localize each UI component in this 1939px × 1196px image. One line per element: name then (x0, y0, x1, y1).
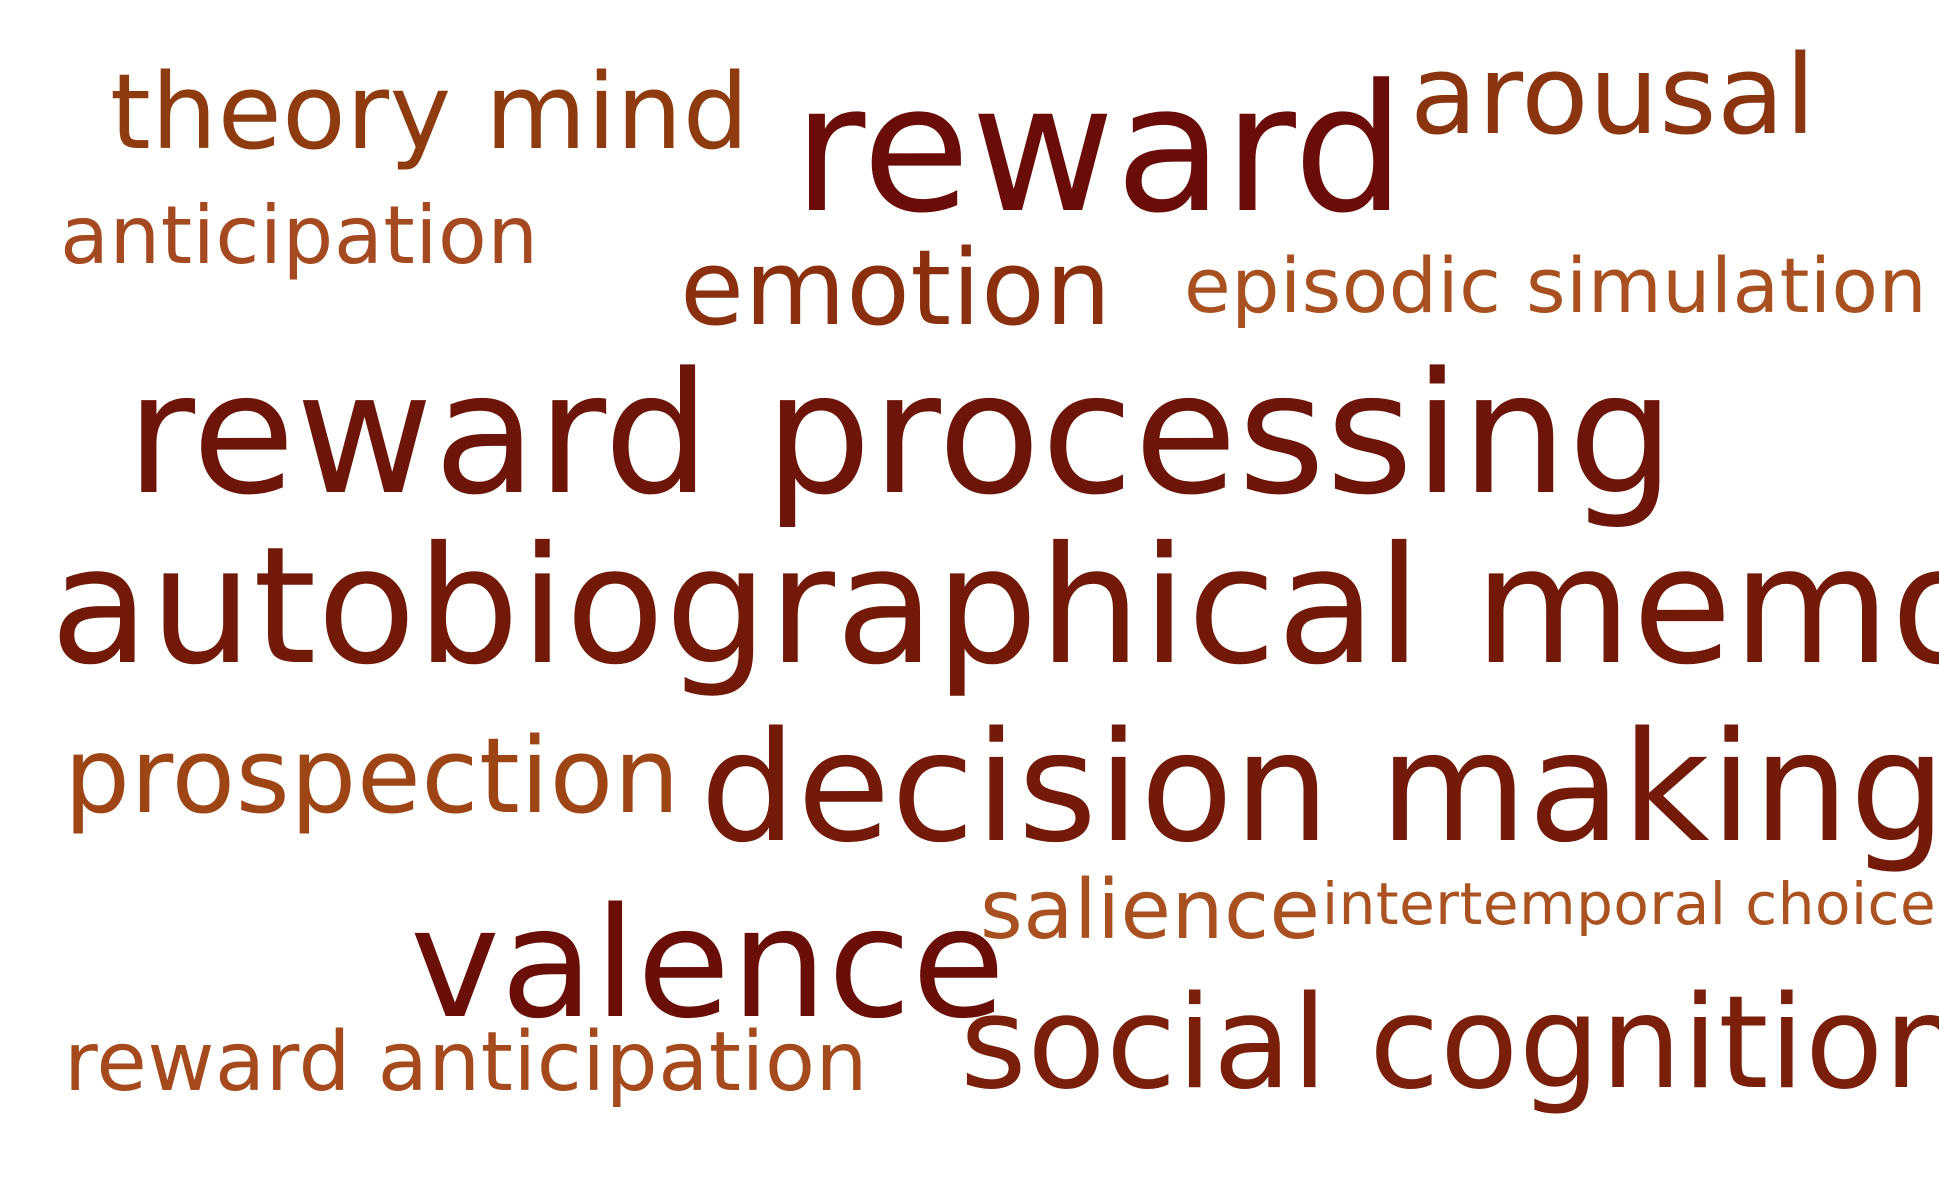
word-prospection: prospection (64, 715, 681, 837)
word-reward-processing: reward processing (126, 336, 1676, 532)
word-anticipation: anticipation (60, 189, 539, 282)
word-social-cognition: social cognition (960, 969, 1939, 1118)
word-intertemporal-choice: intertemporal choice (1322, 870, 1937, 938)
word-reward: reward (793, 47, 1406, 252)
word-emotion: emotion (680, 227, 1112, 349)
word-reward-anticipation: reward anticipation (64, 1015, 868, 1110)
word-valence: valence (410, 875, 1006, 1052)
word-autobiographical-memory: autobiographical memory (50, 513, 1939, 701)
word-arousal: arousal (1410, 31, 1817, 159)
word-theory-mind: theory mind (110, 51, 750, 173)
word-salience: salience (980, 863, 1321, 958)
word-decision-making: decision making (700, 699, 1939, 876)
word-episodic-simulation: episodic simulation (1184, 241, 1928, 330)
